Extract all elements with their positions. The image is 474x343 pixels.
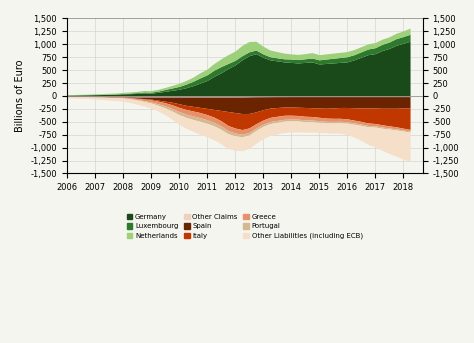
- Y-axis label: Billions of Euro: Billions of Euro: [15, 60, 25, 132]
- Legend: Germany, Luxembourg, Netherlands, Other Claims, Spain, Italy, Greece, Portugal, : Germany, Luxembourg, Netherlands, Other …: [124, 211, 365, 242]
